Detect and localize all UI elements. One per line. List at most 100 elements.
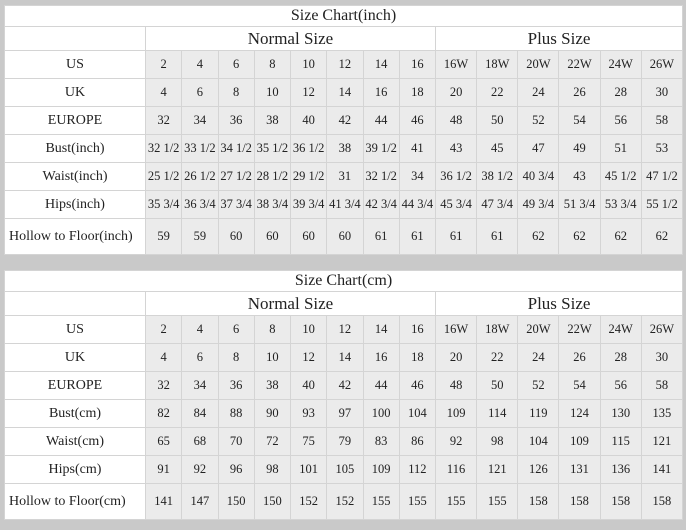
- table-cell: 36 1/2: [434, 162, 478, 191]
- table-cell: 33 1/2: [181, 134, 219, 163]
- table-cell: 10: [289, 50, 328, 79]
- table-cell: 51: [599, 134, 642, 163]
- table-cell: 41: [398, 134, 437, 163]
- table-cell: 115: [599, 427, 642, 456]
- table-cell: 43: [434, 134, 478, 163]
- table-cell: 22: [476, 78, 519, 107]
- table-row: Hips(cm) 91 92 96 98 101 105 109 112 116 121 126 131…: [4, 455, 684, 484]
- table-cell: 6: [217, 50, 255, 79]
- table-cell: 43: [558, 162, 601, 191]
- table-cell: 82: [144, 399, 183, 428]
- group-normal-size: Normal Size: [145, 291, 436, 316]
- table-cell: 90: [253, 399, 292, 428]
- table-cell: 16W: [434, 315, 478, 344]
- table-cell: 12: [289, 343, 328, 372]
- table-cell: 8: [253, 315, 292, 344]
- table-row: EUROPE 32 34 36 38 40 42 44 46 48 50 52 54 56 58: [4, 371, 684, 400]
- table-cell: 40: [289, 106, 328, 135]
- table-cell: 91: [144, 455, 183, 484]
- table-cell: 141: [144, 483, 183, 520]
- size-chart-cm: Size Chart(cm) Normal Size Plus Size US 2 4 6 8…: [3, 270, 684, 520]
- table-row: Waist(cm) 65 68 70 72 75 79 83 86 92 98 104 109 115 12…: [4, 427, 684, 456]
- table-cell: 158: [558, 483, 601, 520]
- table-cell: 26 1/2: [181, 162, 219, 191]
- table-cell: 60: [326, 218, 364, 255]
- row-label: UK: [4, 78, 146, 107]
- row-label: UK: [4, 343, 146, 372]
- table-cell: 34 1/2: [217, 134, 255, 163]
- table-cell: 114: [476, 399, 519, 428]
- table-cell: 75: [289, 427, 328, 456]
- group-plus-size: Plus Size: [434, 291, 684, 316]
- table-cell: 147: [181, 483, 219, 520]
- table-cell: 14: [326, 343, 364, 372]
- table-cell: 18W: [476, 315, 519, 344]
- table-cell: 32: [144, 106, 183, 135]
- table-cell: 155: [434, 483, 478, 520]
- table-cell: 158: [599, 483, 642, 520]
- table-cell: 68: [181, 427, 219, 456]
- table-cell: 158: [640, 483, 684, 520]
- table-cell: 83: [362, 427, 400, 456]
- table-cell: 62: [558, 218, 601, 255]
- row-label: Hips(cm): [4, 455, 146, 484]
- table-cell: 14: [362, 315, 400, 344]
- size-chart-inch: Size Chart(inch) Normal Size Plus Size US 2 4…: [3, 5, 684, 255]
- row-label: Hollow to Floor(inch): [4, 218, 146, 255]
- table-cell: 18: [398, 78, 437, 107]
- table-cell: 46: [398, 106, 437, 135]
- row-label: Hips(inch): [4, 190, 146, 219]
- table-cell: 96: [217, 455, 255, 484]
- title-row: Size Chart(cm): [3, 270, 684, 292]
- table-cell: 61: [398, 218, 437, 255]
- table-cell: 36 1/2: [289, 134, 328, 163]
- table-cell: 39 1/2: [362, 134, 400, 163]
- table-cell: 52: [517, 371, 560, 400]
- table-cell: 38: [253, 106, 292, 135]
- table-cell: 47 3/4: [476, 190, 519, 219]
- table-cell: 29 1/2: [289, 162, 328, 191]
- table-cell: 70: [217, 427, 255, 456]
- table-row: Bust(inch) 32 1/2 33 1/2 34 1/2 35 1/2 36 1/2…: [4, 134, 684, 163]
- table-cell: 92: [434, 427, 478, 456]
- table-cell: 16: [362, 78, 400, 107]
- table-cell: 62: [599, 218, 642, 255]
- table-cell: 93: [289, 399, 328, 428]
- table-cell: 72: [253, 427, 292, 456]
- table-cell: 24: [517, 78, 560, 107]
- table-cell: 48: [434, 106, 478, 135]
- row-label: US: [4, 50, 146, 79]
- table-cell: 39 3/4: [289, 190, 328, 219]
- table-cell: 8: [217, 78, 255, 107]
- table-cell: 51 3/4: [558, 190, 601, 219]
- table-cell: 79: [326, 427, 364, 456]
- table-cell: 32 1/2: [144, 134, 183, 163]
- table-cell: 28: [599, 343, 642, 372]
- table-cell: 32: [144, 371, 183, 400]
- table-cell: 28 1/2: [253, 162, 292, 191]
- table-cell: 24W: [599, 315, 642, 344]
- table-cell: 109: [362, 455, 400, 484]
- table-row: Hollow to Floor(cm) 141 147 150 150 152 152 155…: [4, 483, 684, 520]
- table-cell: 38: [326, 134, 364, 163]
- table-cell: 12: [326, 50, 364, 79]
- table-cell: 4: [144, 343, 183, 372]
- group-row: Normal Size Plus Size: [4, 291, 684, 316]
- table-cell: 141: [640, 455, 684, 484]
- table-cell: 10: [289, 315, 328, 344]
- table-cell: 58: [640, 371, 684, 400]
- table-cell: 136: [599, 455, 642, 484]
- table-cell: 101: [289, 455, 328, 484]
- size-table: Size Chart(cm) Normal Size Plus Size US 2 4 6 8…: [3, 270, 684, 520]
- table-cell: 35 3/4: [144, 190, 183, 219]
- table-cell: 42 3/4: [362, 190, 400, 219]
- table-cell: 152: [289, 483, 328, 520]
- table-cell: 62: [517, 218, 560, 255]
- table-cell: 50: [476, 371, 519, 400]
- table-cell: 45 1/2: [599, 162, 642, 191]
- table-cell: 18W: [476, 50, 519, 79]
- table-cell: 24: [517, 343, 560, 372]
- table-cell: 45 3/4: [434, 190, 478, 219]
- row-label: Hollow to Floor(cm): [4, 483, 146, 520]
- table-cell: 41 3/4: [326, 190, 364, 219]
